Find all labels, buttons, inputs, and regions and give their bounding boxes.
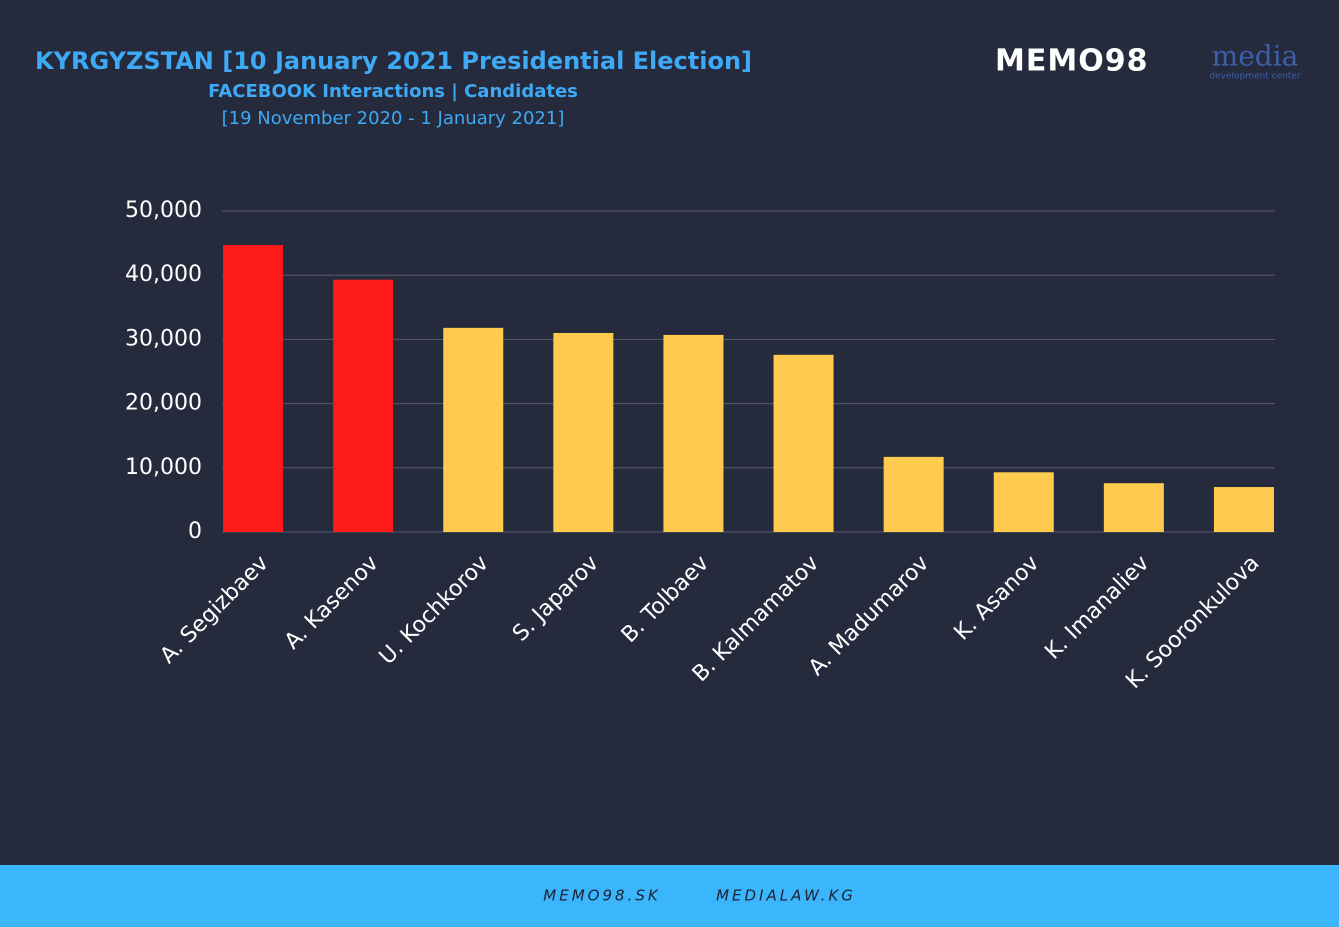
chart-title: KYRGYZSTAN [10 January 2021 Presidential… [35, 47, 752, 75]
footer-bar [0, 865, 1339, 927]
bar [883, 456, 944, 532]
y-tick-label: 20,000 [125, 391, 202, 416]
memo-logo: MEMO98 [995, 44, 1148, 79]
bar [1213, 487, 1274, 532]
bar [993, 472, 1054, 532]
chart-subtitle: FACEBOOK Interactions | Candidates [208, 81, 578, 102]
media-logo-sub: development center [1209, 72, 1300, 82]
bar [553, 332, 614, 532]
footer-link: MEMO98.SK [543, 887, 660, 905]
y-tick-label: 40,000 [125, 262, 202, 287]
footer-link: MEDIALAW.KG [716, 887, 856, 905]
bar [773, 354, 834, 532]
y-tick-label: 50,000 [125, 198, 202, 223]
bar [223, 245, 284, 532]
bar [1103, 483, 1164, 532]
bar [443, 327, 504, 532]
y-tick-label: 10,000 [125, 455, 202, 480]
bar [663, 334, 724, 532]
media-logo: media [1212, 40, 1299, 73]
bar [333, 279, 394, 532]
y-tick-label: 30,000 [125, 326, 202, 351]
y-tick-label: 0 [188, 519, 202, 544]
period: [19 November 2020 - 1 January 2021] [222, 108, 565, 129]
